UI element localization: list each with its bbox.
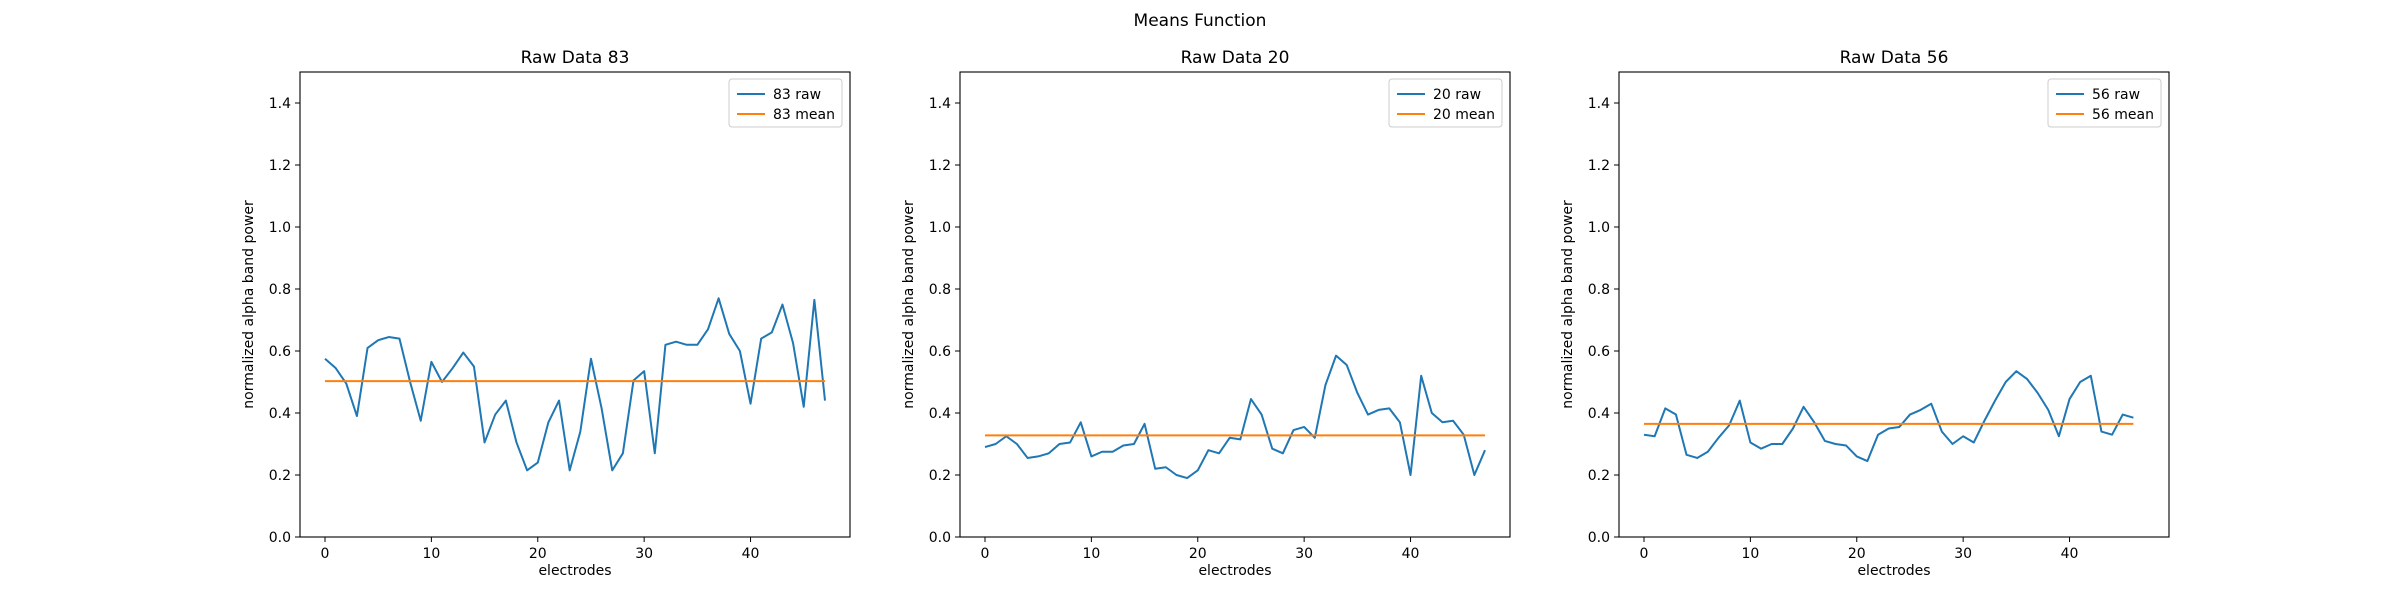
x-tick-label: 20 [529,546,547,562]
chart-panel-2: Raw Data 20 0 10 20 30 40 0.0 0.2 0.4 0.6 0.8 1.0 1.… [901,48,1511,579]
y-tick-label: 0.2 [1588,468,1610,484]
figure-suptitle: Means Function [1134,11,1267,31]
y-tick-label: 0.0 [929,530,951,546]
x-axis-title: electrodes [538,563,611,579]
y-tick-label: 1.0 [1588,220,1610,236]
legend: 83 raw 83 mean [728,78,843,128]
x-tick-label: 40 [1402,546,1420,562]
y-tick-label: 0.8 [929,282,951,298]
y-tick-label: 1.4 [929,96,951,112]
x-tick-label: 30 [1954,546,1972,562]
y-tick-label: 0.4 [269,406,291,422]
x-axis-title: electrodes [1198,563,1271,579]
axes-frame [959,71,1511,538]
panel-title: Raw Data 83 [521,48,630,68]
legend: 20 raw 20 mean [1388,78,1503,128]
y-tick-label: 1.2 [269,158,291,174]
y-tick-label: 0.0 [1588,530,1610,546]
series-line-raw [1643,370,2134,463]
chart-panels: Raw Data 83 0 10 20 30 40 0.0 0.2 0.4 0.6 0.8 1.0 1.… [241,48,2170,579]
chart-panel-1: Raw Data 83 0 10 20 30 40 0.0 0.2 0.4 0.6 0.8 1.0 1.… [241,48,851,579]
y-tick-label: 0.8 [269,282,291,298]
x-tick-label: 10 [422,546,440,562]
y-tick-label: 0.6 [1588,344,1610,360]
x-tick-label: 0 [981,546,990,562]
x-tick-label: 10 [1741,546,1759,562]
axes-frame [299,71,851,538]
y-tick-label: 1.4 [1588,96,1610,112]
y-tick-label: 1.2 [929,158,951,174]
y-tick-label: 0.6 [929,344,951,360]
x-tick-label: 30 [1295,546,1313,562]
y-tick-label: 0.4 [929,406,951,422]
series-line-raw [984,354,1486,480]
legend-label-mean: 56 mean [2092,107,2154,123]
y-axis-title: normalized alpha band power [901,200,917,409]
y-tick-label: 0.8 [1588,282,1610,298]
legend-label-raw: 20 raw [1433,87,1481,103]
chart-panel-3: Raw Data 56 0 10 20 30 40 0.0 0.2 0.4 0.6 0.8 1.0 1.… [1560,48,2170,579]
axes-frame [1618,71,2170,538]
x-tick-label: 0 [321,546,330,562]
y-tick-label: 0.4 [1588,406,1610,422]
x-tick-label: 40 [742,546,760,562]
legend: 56 raw 56 mean [2047,78,2162,128]
y-tick-label: 0.6 [269,344,291,360]
panel-title: Raw Data 56 [1840,48,1949,68]
y-axis-title: normalized alpha band power [241,200,257,409]
panel-title: Raw Data 20 [1181,48,1290,68]
y-tick-label: 0.0 [269,530,291,546]
x-tick-label: 10 [1082,546,1100,562]
legend-label-mean: 83 mean [773,107,835,123]
series-line-raw [324,297,826,472]
legend-label-mean: 20 mean [1433,107,1495,123]
y-tick-label: 1.0 [269,220,291,236]
y-tick-label: 0.2 [929,468,951,484]
x-tick-label: 30 [635,546,653,562]
y-tick-label: 1.0 [929,220,951,236]
y-axis-title: normalized alpha band power [1560,200,1576,409]
x-tick-label: 20 [1848,546,1866,562]
legend-label-raw: 83 raw [773,87,821,103]
x-axis-title: electrodes [1857,563,1930,579]
x-tick-label: 40 [2061,546,2079,562]
y-tick-label: 0.2 [269,468,291,484]
legend-label-raw: 56 raw [2092,87,2140,103]
y-tick-label: 1.2 [1588,158,1610,174]
x-tick-label: 20 [1189,546,1207,562]
x-tick-label: 0 [1640,546,1649,562]
y-tick-label: 1.4 [269,96,291,112]
